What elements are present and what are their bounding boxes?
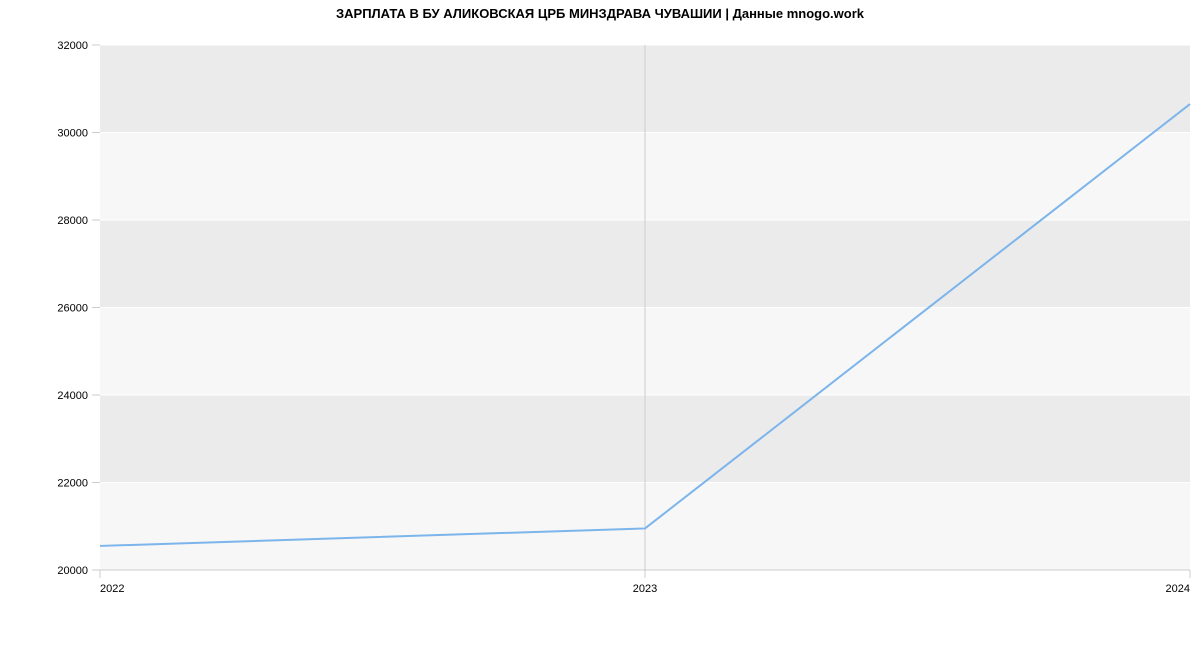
x-tick-label: 2023 xyxy=(633,583,657,595)
y-tick-label: 22000 xyxy=(57,478,88,490)
y-tick-label: 24000 xyxy=(57,390,88,402)
y-tick-label: 32000 xyxy=(57,40,88,52)
line-chart: ЗАРПЛАТА В БУ АЛИКОВСКАЯ ЦРБ МИНЗДРАВА Ч… xyxy=(0,0,1200,650)
chart-svg: 20000 22000 24000 26000 28000 30000 32000 2022 2… xyxy=(0,0,1200,650)
y-tick-label: 30000 xyxy=(57,128,88,140)
y-tick-label: 20000 xyxy=(57,565,88,577)
chart-title: ЗАРПЛАТА В БУ АЛИКОВСКАЯ ЦРБ МИНЗДРАВА Ч… xyxy=(0,6,1200,21)
y-tick-label: 26000 xyxy=(57,303,88,315)
x-tick-label: 2024 xyxy=(1166,583,1190,595)
y-tick-label: 28000 xyxy=(57,215,88,227)
x-tick-label: 2022 xyxy=(100,583,124,595)
